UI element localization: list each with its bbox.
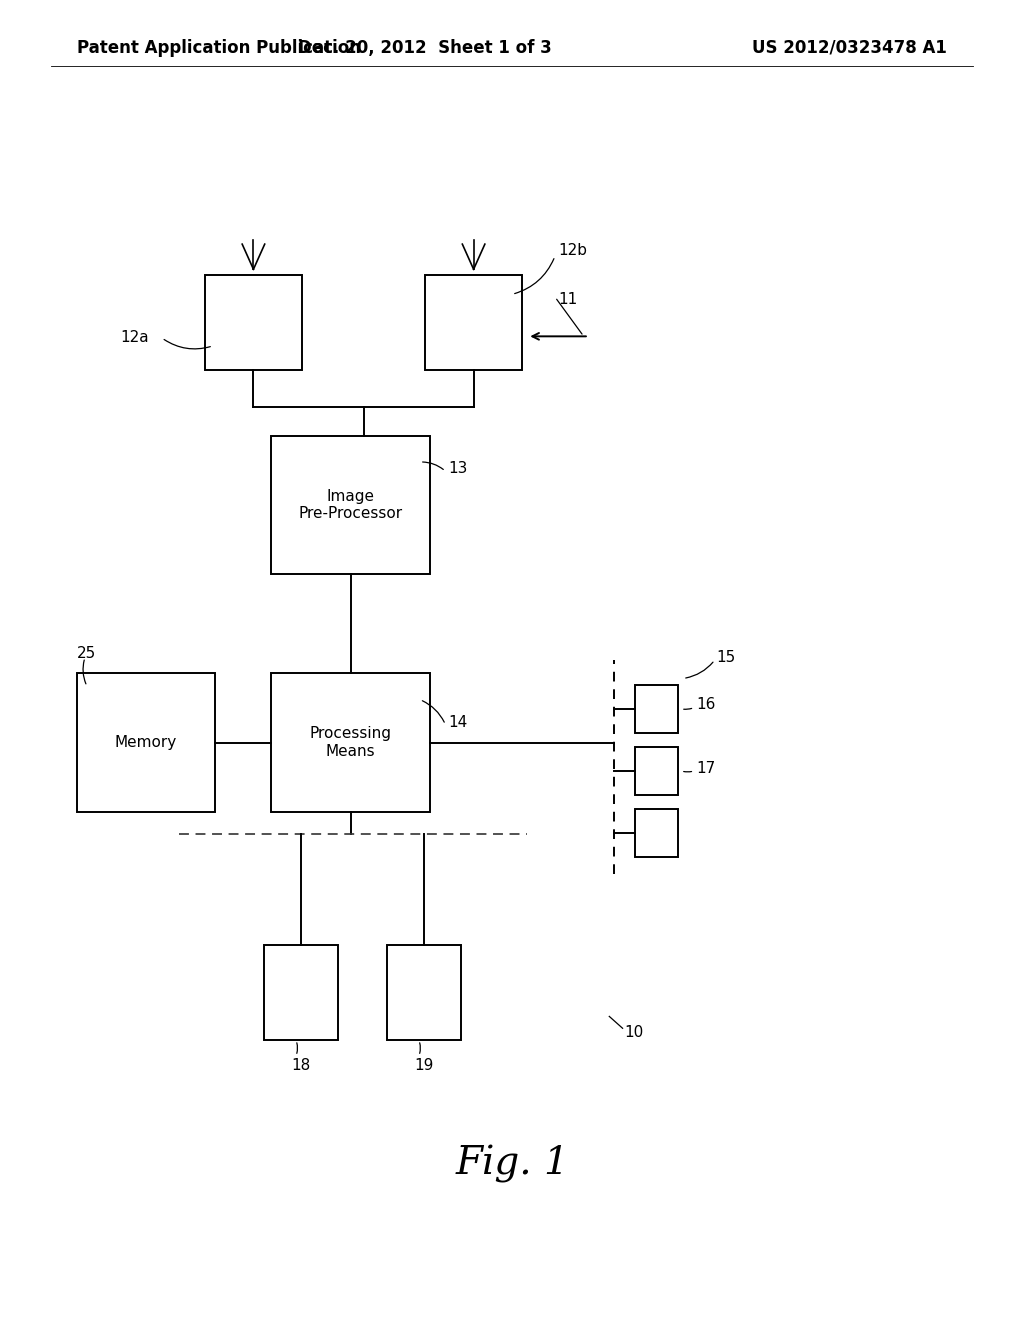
Text: 11: 11 xyxy=(558,292,578,308)
Text: 12b: 12b xyxy=(558,243,587,259)
Bar xyxy=(635,747,678,795)
Text: Processing
Means: Processing Means xyxy=(309,726,392,759)
Bar xyxy=(205,275,302,370)
Text: 12a: 12a xyxy=(120,330,148,346)
Bar xyxy=(387,945,461,1040)
Text: Dec. 20, 2012  Sheet 1 of 3: Dec. 20, 2012 Sheet 1 of 3 xyxy=(298,38,552,57)
Text: 16: 16 xyxy=(696,697,716,713)
Text: Patent Application Publication: Patent Application Publication xyxy=(77,38,360,57)
Text: US 2012/0323478 A1: US 2012/0323478 A1 xyxy=(753,38,947,57)
Text: 18: 18 xyxy=(292,1057,310,1073)
Bar xyxy=(425,275,522,370)
Text: 17: 17 xyxy=(696,760,716,776)
Text: 15: 15 xyxy=(717,649,736,665)
Text: 13: 13 xyxy=(449,461,468,477)
Text: Memory: Memory xyxy=(115,735,177,750)
Text: 14: 14 xyxy=(449,714,468,730)
Bar xyxy=(635,685,678,733)
Bar xyxy=(271,673,430,812)
Bar xyxy=(264,945,338,1040)
Bar xyxy=(635,809,678,857)
Bar xyxy=(271,436,430,574)
Text: Image
Pre-Processor: Image Pre-Processor xyxy=(299,488,402,521)
Bar xyxy=(77,673,215,812)
Text: 10: 10 xyxy=(625,1024,644,1040)
Text: Fig. 1: Fig. 1 xyxy=(455,1146,569,1183)
Text: 25: 25 xyxy=(77,645,96,661)
Text: 19: 19 xyxy=(415,1057,433,1073)
